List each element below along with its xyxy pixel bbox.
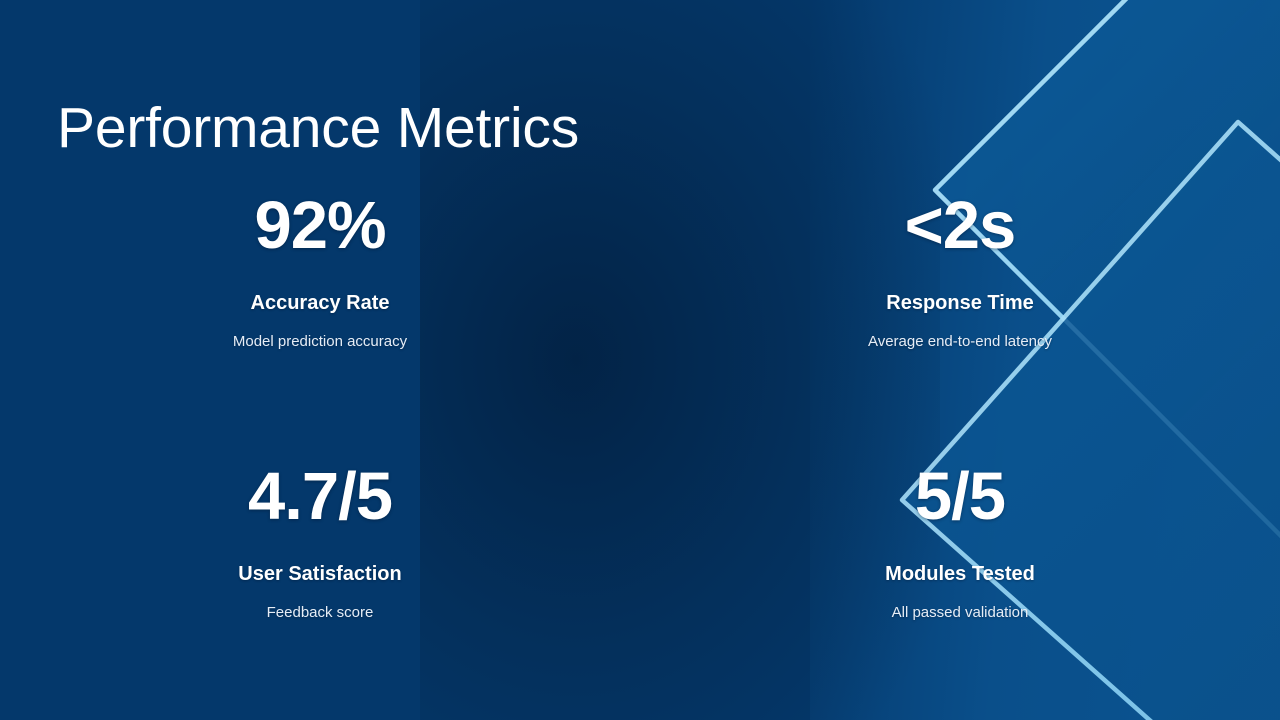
metric-value: <2s: [904, 188, 1017, 263]
metrics-grid: 92% Accuracy Rate Model prediction accur…: [0, 170, 1280, 700]
metric-description: All passed validation: [891, 604, 1029, 621]
metric-label: Response Time: [886, 292, 1034, 314]
metric-label: User Satisfaction: [238, 563, 402, 585]
metric-description: Model prediction accuracy: [232, 333, 408, 350]
metric-card-response-time: <2s Response Time Average end-to-end lat…: [640, 170, 1280, 435]
metric-value: 4.7/5: [247, 459, 393, 534]
metric-value: 5/5: [914, 459, 1006, 534]
metric-card-user-satisfaction: 4.7/5 User Satisfaction Feedback score: [0, 435, 640, 700]
metric-description: Average end-to-end latency: [867, 333, 1052, 350]
metric-card-modules-tested: 5/5 Modules Tested All passed validation: [640, 435, 1280, 700]
metric-card-accuracy-rate: 92% Accuracy Rate Model prediction accur…: [0, 170, 640, 435]
metric-description: Feedback score: [266, 604, 374, 621]
metric-label: Accuracy Rate: [250, 292, 390, 314]
metric-value: 92%: [254, 188, 386, 263]
metric-label: Modules Tested: [885, 563, 1035, 585]
page-title: Performance Metrics: [57, 96, 580, 161]
